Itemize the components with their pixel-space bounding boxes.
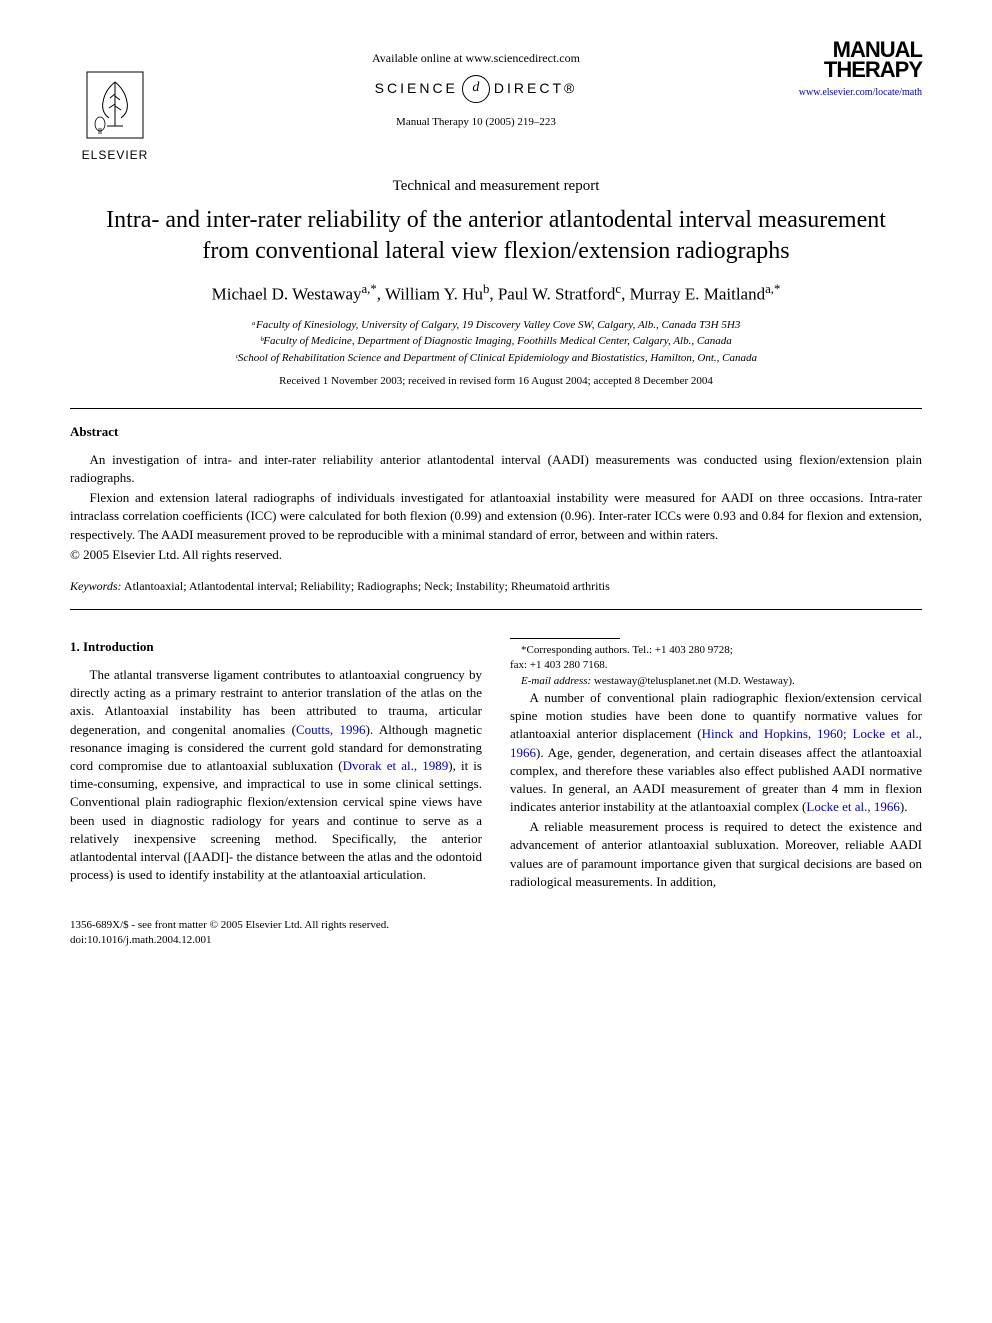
sciencedirect-logo: SCIENCE d DIRECT® [180, 75, 772, 103]
elsevier-tree-icon [85, 70, 145, 140]
header-center: Available online at www.sciencedirect.co… [160, 40, 792, 130]
keywords: Keywords: Atlantoaxial; Atlantodental in… [70, 578, 922, 595]
affiliation-c: ᶜSchool of Rehabilitation Science and De… [70, 350, 922, 367]
keywords-text: Atlantoaxial; Atlantodental interval; Re… [122, 579, 610, 593]
body-p2: A number of conventional plain radiograp… [510, 689, 922, 816]
issn-line: 1356-689X/$ - see front matter © 2005 El… [70, 918, 389, 933]
email-address: westaway@telusplanet.net (M.D. Westaway)… [591, 675, 795, 687]
author-list: Michael D. Westawaya,*, William Y. Hub, … [70, 281, 922, 306]
citation-locke-1966[interactable]: Locke et al., 1966 [806, 799, 900, 814]
citation-coutts-1996[interactable]: Coutts, 1996 [296, 722, 366, 737]
article-title: Intra- and inter-rater reliability of th… [70, 205, 922, 267]
body-p3: A reliable measurement process is requir… [510, 818, 922, 891]
page-footer: 1356-689X/$ - see front matter © 2005 El… [70, 918, 922, 949]
abstract-p2: Flexion and extension lateral radiograph… [70, 489, 922, 544]
abstract-body: An investigation of intra- and inter-rat… [70, 451, 922, 544]
abstract-copyright: © 2005 Elsevier Ltd. All rights reserved… [70, 546, 922, 564]
doi-line: doi:10.1016/j.math.2004.12.001 [70, 933, 389, 948]
email-label: E-mail address: [521, 675, 591, 687]
sd-right: DIRECT® [494, 79, 577, 99]
sd-left: SCIENCE [375, 79, 458, 99]
affiliation-b: ᵇFaculty of Medicine, Department of Diag… [70, 333, 922, 350]
footnotes: *Corresponding authors. Tel.: +1 403 280… [510, 643, 922, 689]
corresponding-fax: fax: +1 403 280 7168. [510, 658, 922, 673]
journal-logo-line2: Therapy [792, 60, 922, 80]
affiliation-a: ᵃFaculty of Kinesiology, University of C… [70, 317, 922, 334]
corresponding-email: E-mail address: westaway@telusplanet.net… [510, 674, 922, 689]
corresponding-author: *Corresponding authors. Tel.: +1 403 280… [510, 643, 922, 658]
available-online-text: Available online at www.sciencedirect.co… [180, 50, 772, 67]
body-text: 1. Introduction The atlantal transverse … [70, 638, 922, 898]
section-1-heading: 1. Introduction [70, 638, 482, 656]
keywords-label: Keywords: [70, 579, 122, 593]
body-p1: The atlantal transverse ligament contrib… [70, 666, 482, 884]
page-header: ELSEVIER Available online at www.science… [70, 40, 922, 164]
publisher-logo: ELSEVIER [70, 70, 160, 164]
journal-logo-block: Manual Therapy www.elsevier.com/locate/m… [792, 40, 922, 100]
affiliations: ᵃFaculty of Kinesiology, University of C… [70, 317, 922, 367]
journal-citation: Manual Therapy 10 (2005) 219–223 [180, 115, 772, 130]
article-type: Technical and measurement report [70, 176, 922, 197]
section-title: Introduction [80, 639, 154, 654]
rule-below-keywords [70, 609, 922, 610]
article-dates: Received 1 November 2003; received in re… [70, 374, 922, 389]
rule-above-abstract [70, 408, 922, 409]
footnote-separator [510, 638, 620, 639]
sd-d-icon: d [462, 75, 490, 103]
section-number: 1. [70, 639, 80, 654]
abstract-heading: Abstract [70, 423, 922, 441]
publisher-name: ELSEVIER [70, 147, 160, 164]
journal-title-logo: Manual Therapy [792, 40, 922, 80]
citation-dvorak-1989[interactable]: Dvorak et al., 1989 [343, 758, 449, 773]
journal-homepage-link[interactable]: www.elsevier.com/locate/math [792, 86, 922, 100]
footer-left: 1356-689X/$ - see front matter © 2005 El… [70, 918, 389, 949]
abstract-p1: An investigation of intra- and inter-rat… [70, 451, 922, 487]
